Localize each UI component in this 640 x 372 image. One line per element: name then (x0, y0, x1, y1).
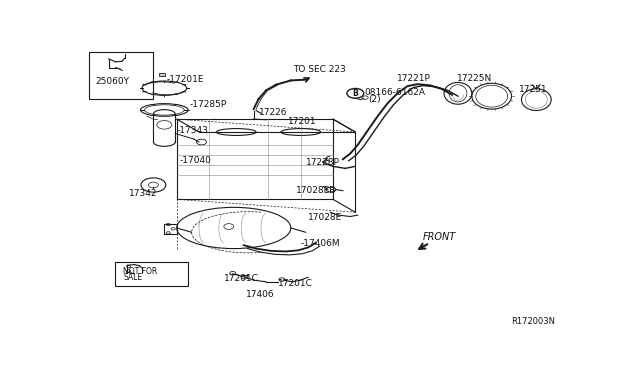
Text: 17228P: 17228P (306, 158, 340, 167)
Text: R172003N: R172003N (511, 317, 556, 326)
Text: TO SEC 223: TO SEC 223 (293, 65, 346, 74)
Text: 17221P: 17221P (397, 74, 431, 83)
Bar (159, 73, 165, 76)
Text: 17201: 17201 (288, 118, 317, 126)
Text: NOT FOR: NOT FOR (123, 267, 157, 276)
Text: B: B (353, 89, 358, 98)
Text: 17342: 17342 (129, 189, 157, 198)
Bar (89, 52, 154, 99)
Text: SALE: SALE (123, 273, 142, 282)
Text: 17028EB: 17028EB (296, 186, 336, 195)
Text: 17251: 17251 (519, 84, 548, 93)
Bar (115, 262, 188, 286)
Text: -17406M: -17406M (301, 239, 340, 248)
Text: 08166-6162A: 08166-6162A (365, 88, 426, 97)
Text: 17028E: 17028E (308, 214, 342, 222)
Text: -17201E: -17201E (167, 74, 204, 83)
Text: -17343: -17343 (177, 126, 209, 135)
Text: -17040: -17040 (179, 156, 211, 165)
Text: 17226: 17226 (259, 108, 287, 117)
Text: 17225N: 17225N (457, 74, 492, 83)
Text: -17285P: -17285P (189, 100, 227, 109)
Text: 17201C: 17201C (278, 279, 313, 288)
Text: 17406: 17406 (246, 290, 275, 299)
Text: 17201C: 17201C (224, 273, 259, 283)
Text: 25060Y: 25060Y (95, 77, 129, 86)
Text: (2): (2) (368, 94, 381, 103)
Text: FRONT: FRONT (422, 231, 456, 241)
